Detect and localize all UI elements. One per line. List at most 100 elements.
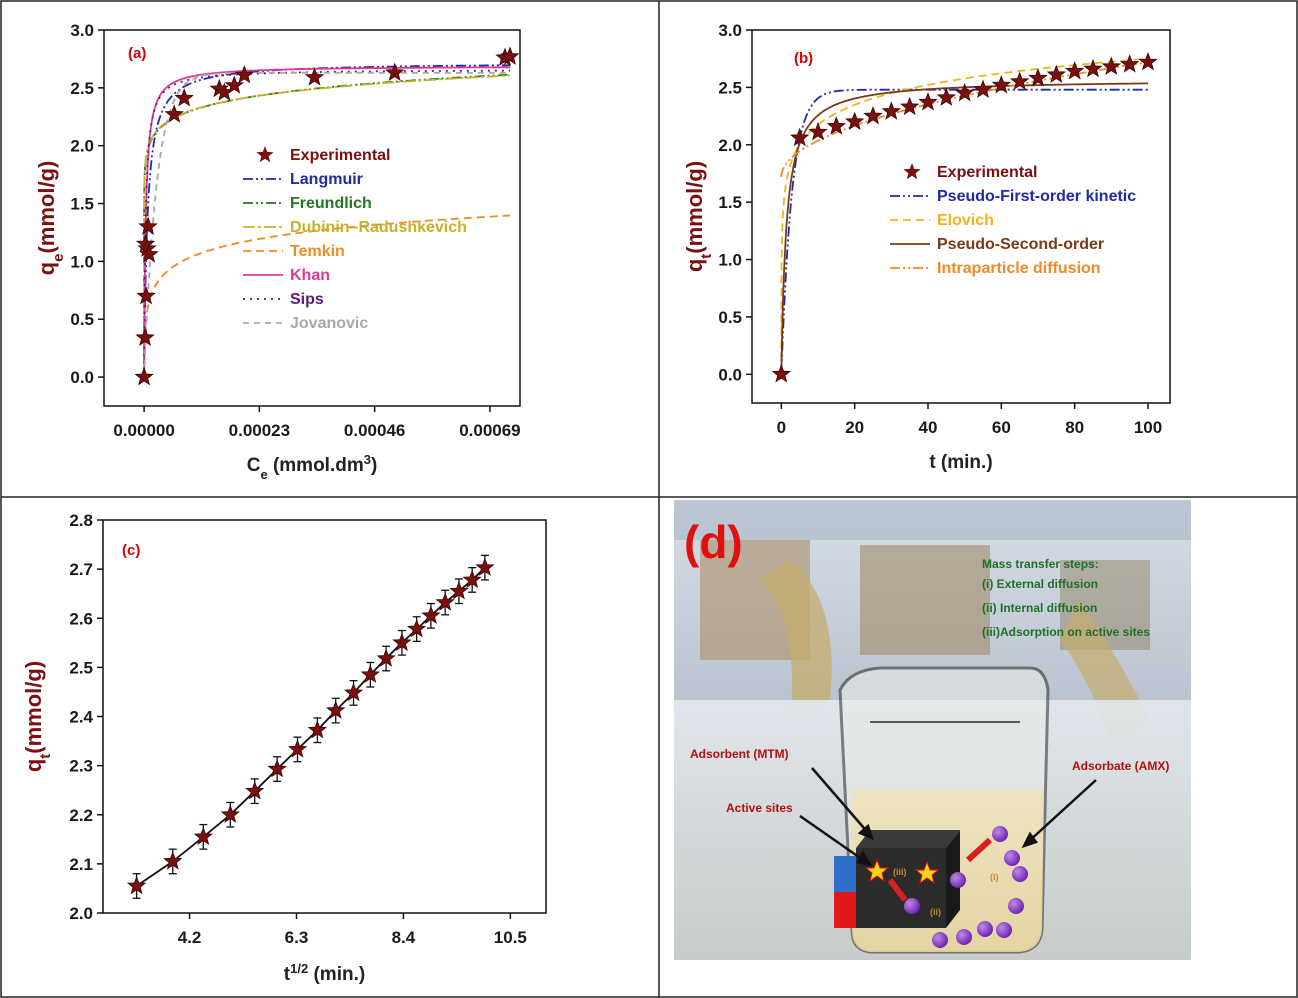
experimental-point [174, 88, 194, 107]
annotation-arrows [799, 767, 1097, 867]
experimental-point [936, 87, 956, 106]
experimental-point [326, 700, 346, 719]
y-tick-label: 2.1 [69, 855, 93, 874]
experimental-point [126, 875, 147, 895]
mass-transfer-title: Mass transfer steps: [982, 557, 1099, 571]
x-tick-label: 4.2 [178, 928, 202, 947]
experimental-point [1101, 56, 1121, 75]
experimental-point [881, 101, 901, 120]
experimental-point [164, 104, 184, 123]
panel-label: (a) [128, 45, 146, 62]
x-tick-label: 60 [992, 418, 1011, 437]
experimental-point [808, 121, 828, 141]
plot-area-frame [103, 29, 521, 407]
mass-transfer-step-1: (i) External diffusion [982, 577, 1098, 591]
cube-top [856, 830, 960, 848]
experimental-point [360, 664, 380, 683]
experimental-point [845, 111, 865, 131]
legend-label: Jovanovic [290, 315, 368, 332]
plot-area-frame [751, 29, 1171, 404]
x-axis-label: t (min.) [929, 452, 992, 473]
legend-marker-experimental [903, 163, 921, 180]
experimental-point [1138, 51, 1158, 71]
experimental-point [475, 557, 495, 576]
experimental-point [435, 592, 455, 611]
legend-label: Langmuir [290, 171, 363, 188]
experimental-point [376, 648, 396, 667]
y-tick-label: 1.5 [70, 195, 94, 214]
experimental-point [163, 851, 183, 870]
x-tick-label: 20 [845, 418, 864, 437]
y-axis-label: qe(mmol/g) [34, 161, 67, 276]
adsorbate-ball [956, 929, 972, 945]
adsorbate-ball [950, 872, 966, 888]
panel-b-kinetics-chart: 0.0 0.5 1.0 1.5 2.0 2.5 3.0 0 20 40 60 80 100 t (min.… [682, 21, 1171, 473]
arrow-to-adsorbate [1027, 779, 1097, 843]
x-tick-label: 6.3 [285, 928, 309, 947]
y-tick-label: 0.0 [70, 368, 94, 387]
experimental-point [136, 285, 156, 305]
experimental-point [1065, 61, 1085, 80]
x-axis-label: t1/2 (min.) [284, 961, 365, 986]
experimental-point [973, 79, 993, 98]
x-tick-label: 10.5 [494, 928, 527, 947]
x-tick-label: 0.00046 [344, 421, 405, 440]
experimental-point [1046, 64, 1066, 83]
adsorbent-cube [856, 848, 946, 928]
panel-c-intraparticle-chart: 2.0 2.1 2.2 2.3 2.4 2.5 2.6 2.7 2.8 4.2 6.3 8.4 10.5… [21, 511, 547, 986]
adsorbate-ball [1004, 850, 1020, 866]
mass-transfer-step-2: (ii) Internal diffusion [982, 601, 1097, 615]
y-tick-label: 0.0 [718, 365, 742, 384]
legend-label: Pseudo-Second-order [937, 236, 1104, 253]
step-mark-iii: (iii) [893, 867, 907, 877]
adsorbate-ball [977, 921, 993, 937]
experimental-point [1010, 71, 1030, 90]
legend-label-experimental: Experimental [937, 164, 1037, 181]
legend-label: Intraparticle diffusion [937, 260, 1101, 277]
experimental-point [1120, 54, 1140, 73]
experimental-point [1028, 68, 1048, 87]
legend-label: Pseudo-First-order kinetic [937, 188, 1136, 205]
experimental-point [918, 92, 938, 111]
y-tick-label: 2.0 [718, 136, 742, 155]
x-axis-label: Ce (mmol.dm3) [247, 452, 378, 482]
y-tick-label: 1.5 [718, 193, 742, 212]
experimental-point [304, 67, 325, 86]
panel-label: (c) [122, 542, 140, 559]
legend-label: Freundlich [290, 195, 372, 212]
experimental-point [193, 826, 213, 846]
plot-area-frame [102, 519, 547, 914]
legend-marker-experimental [256, 146, 274, 163]
experimental-point [220, 804, 240, 823]
cube-side-red [834, 892, 856, 928]
experimental-point [863, 105, 883, 125]
experimental-point [826, 116, 846, 135]
arrow-head [856, 850, 873, 867]
cube-side-blue [834, 856, 856, 892]
panel-label: (b) [794, 50, 813, 67]
experimental-point [245, 781, 265, 800]
experimental-point [224, 75, 244, 94]
series-curve-pseudo-first-order-kinetic [780, 88, 1148, 375]
adsorbent-label: Adsorbent (MTM) [690, 747, 789, 761]
experimental-point [900, 96, 920, 116]
active-site-star-2 [914, 860, 940, 885]
x-tick-label: 80 [1065, 418, 1084, 437]
x-tick-label: 100 [1134, 418, 1162, 437]
outfall-pipe-middle [860, 545, 990, 655]
y-axis-label: qt(mmol/g) [682, 161, 715, 272]
legend-label: Sips [290, 291, 324, 308]
step-mark-i: (i) [990, 872, 999, 882]
arrow-head [857, 823, 875, 841]
adsorbate-ball [904, 898, 920, 914]
y-tick-label: 2.7 [69, 560, 93, 579]
step-mark-ii: (ii) [930, 907, 941, 917]
y-tick-label: 2.3 [69, 757, 93, 776]
experimental-point [955, 82, 975, 102]
adsorbate-ball [992, 826, 1008, 842]
experimental-point [392, 632, 412, 652]
y-tick-label: 3.0 [718, 21, 742, 40]
x-tick-label: 40 [919, 418, 938, 437]
